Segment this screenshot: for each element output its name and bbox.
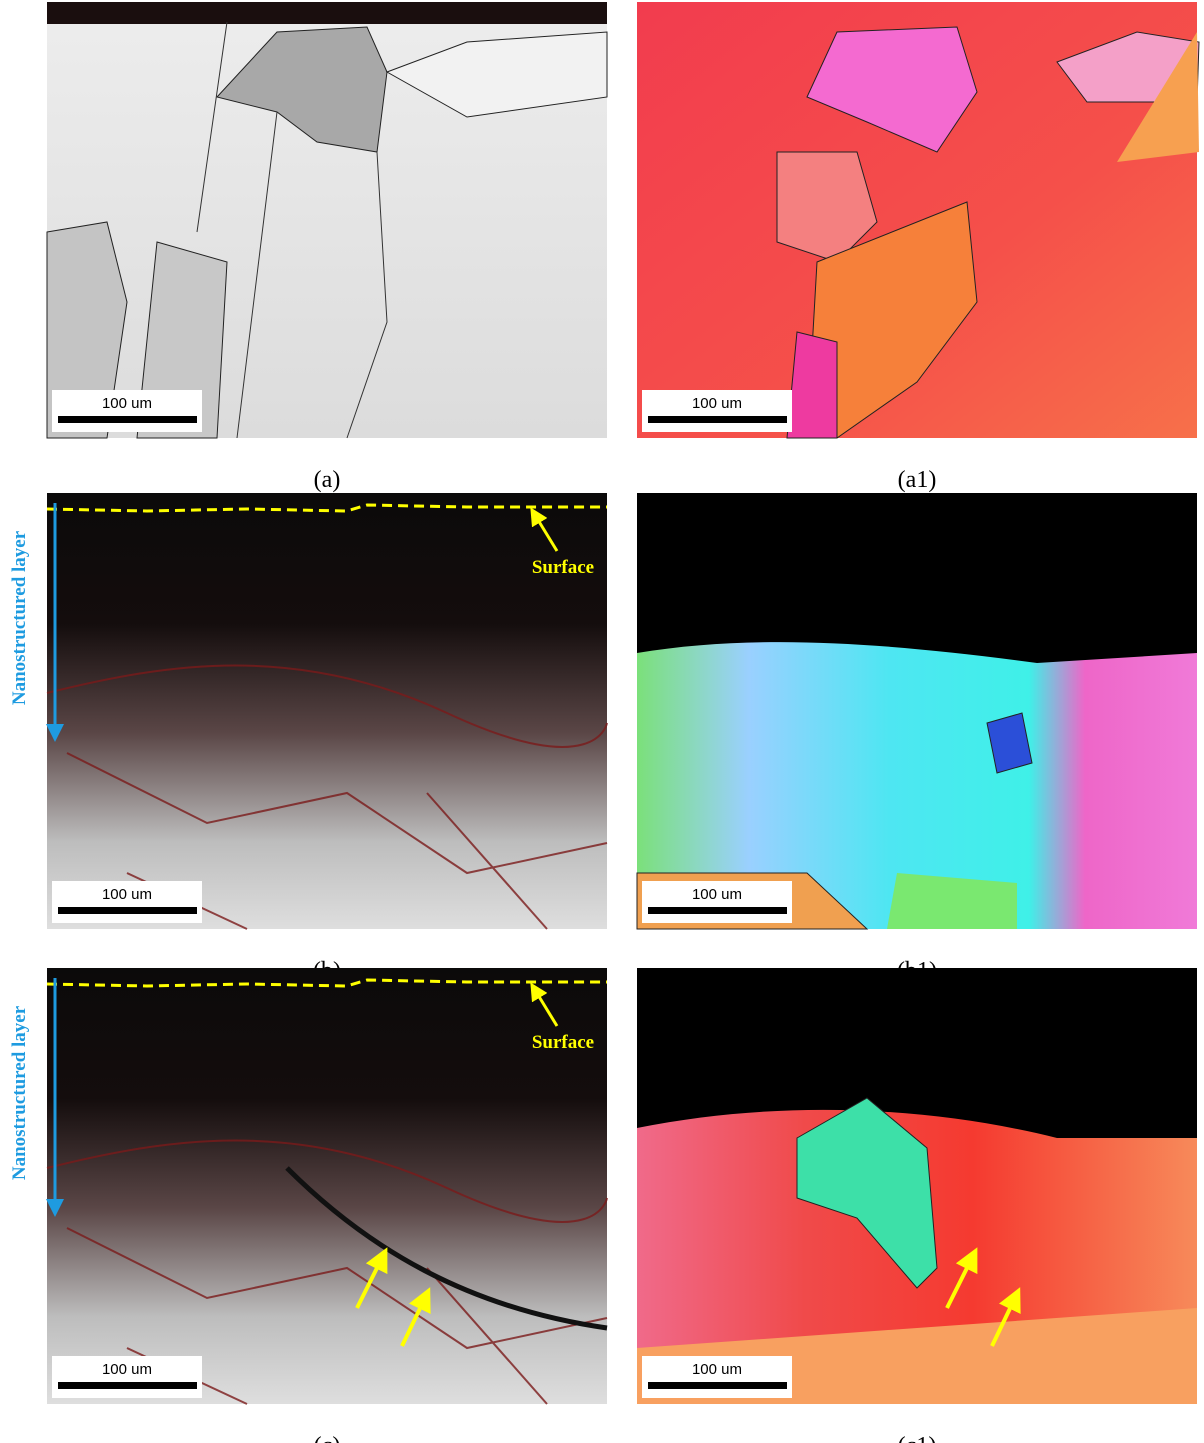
panel-caption: (c) [314, 1433, 341, 1443]
shear-band [285, 1166, 608, 1331]
scale-bar-label: 100 um [102, 886, 152, 903]
scale-bar-box [52, 390, 202, 432]
scale-bar-box [642, 390, 792, 432]
grain [776, 151, 878, 263]
color-region [637, 642, 1197, 929]
layer-label: Nanostructured layer [9, 1005, 30, 1180]
scale-bar-box [52, 881, 202, 923]
surface-line [46, 503, 607, 513]
scale-bar-box [642, 881, 792, 923]
grain [796, 1097, 938, 1289]
surface-label: Surface [532, 557, 594, 578]
grain [806, 26, 978, 153]
grain [986, 712, 1033, 774]
grain-boundary [46, 1139, 608, 1405]
layer-label: Nanostructured layer [9, 530, 30, 705]
panel-caption: (a1) [898, 467, 937, 493]
surface-arrow [530, 982, 559, 1027]
grain-boundary [46, 664, 608, 930]
surface-line [46, 978, 607, 988]
scale-bar [58, 416, 197, 423]
grain-boundary [196, 21, 388, 439]
scale-bar-label: 100 um [692, 395, 742, 412]
scale-bar [648, 907, 787, 914]
micrograph-panel: 100 um [637, 2, 1200, 439]
scale-bar-label: 100 um [102, 395, 152, 412]
panel-caption: (a) [314, 467, 341, 493]
scale-bar [58, 1382, 197, 1389]
surface-label: Surface [532, 1032, 594, 1053]
surface-edge [47, 2, 607, 24]
scale-bar [648, 1382, 787, 1389]
grain [46, 221, 128, 439]
image-background [47, 968, 607, 1404]
grain [887, 873, 1017, 929]
micrograph-panel: Surface Nanostructured layer 100 um [9, 493, 608, 930]
scale-bar-label: 100 um [692, 1361, 742, 1378]
grain [385, 31, 608, 118]
pointer-arrow [945, 1247, 978, 1309]
panel-caption: (c1) [898, 1433, 937, 1443]
pointer-arrow [990, 1287, 1021, 1347]
image-background [47, 493, 607, 929]
scale-bar-label: 100 um [692, 886, 742, 903]
scale-bar [58, 907, 197, 914]
micrograph-panel: Surface Nanostructured layer 100 um [9, 968, 608, 1405]
scale-bar-box [52, 1356, 202, 1398]
micrograph-panel: 100 um [636, 493, 1197, 930]
scale-bar [648, 416, 787, 423]
micrograph-panel: 100 um [46, 2, 608, 439]
grain [1056, 31, 1200, 103]
scale-bar-box [642, 1356, 792, 1398]
surface-arrow [530, 507, 559, 552]
pointer-arrow [355, 1247, 388, 1309]
pointer-arrow [400, 1287, 431, 1347]
scale-bar-label: 100 um [102, 1361, 152, 1378]
grain [216, 26, 388, 153]
grain [136, 241, 228, 439]
micrograph-panel: 100 um [637, 968, 1197, 1404]
grain [1117, 32, 1199, 162]
